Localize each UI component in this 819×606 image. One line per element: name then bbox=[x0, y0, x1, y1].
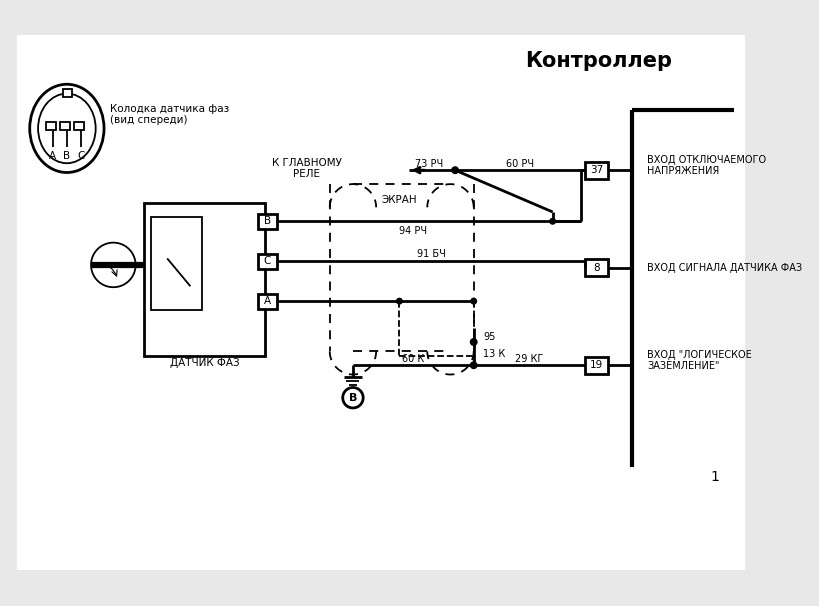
Bar bbox=[258, 214, 277, 228]
Bar bbox=[258, 254, 277, 268]
Ellipse shape bbox=[38, 93, 96, 163]
Text: ДАТЧИК ФАЗ: ДАТЧИК ФАЗ bbox=[170, 358, 239, 368]
Text: ВХОД ОТКЛЮЧАЕМОГО
НАПРЯЖЕНИЯ: ВХОД ОТКЛЮЧАЕМОГО НАПРЯЖЕНИЯ bbox=[646, 155, 766, 176]
Text: 94 РЧ: 94 РЧ bbox=[399, 225, 427, 236]
Text: 91 БЧ: 91 БЧ bbox=[417, 249, 446, 259]
Text: 73 РЧ: 73 РЧ bbox=[414, 159, 443, 168]
Text: 95: 95 bbox=[482, 332, 495, 342]
Bar bbox=[47, 122, 56, 130]
Bar bbox=[63, 89, 71, 97]
Text: 13 К: 13 К bbox=[482, 349, 505, 359]
Ellipse shape bbox=[29, 84, 104, 173]
Text: B: B bbox=[63, 152, 70, 161]
Text: Контроллер: Контроллер bbox=[525, 50, 672, 70]
Text: A: A bbox=[49, 152, 57, 161]
Bar bbox=[585, 259, 608, 276]
Text: К ГЛАВНОМУ
РЕЛЕ: К ГЛАВНОМУ РЕЛЕ bbox=[271, 158, 341, 179]
Bar bbox=[75, 122, 84, 130]
Text: 29 КГ: 29 КГ bbox=[514, 354, 543, 364]
Bar bbox=[585, 357, 608, 373]
Text: 37: 37 bbox=[589, 165, 602, 175]
Text: C: C bbox=[264, 256, 271, 266]
Text: ВХОД "ЛОГИЧЕСКОЕ
ЗАЗЕМЛЕНИЕ": ВХОД "ЛОГИЧЕСКОЕ ЗАЗЕМЛЕНИЕ" bbox=[646, 350, 751, 371]
Text: 60 К: 60 К bbox=[401, 354, 424, 364]
Bar bbox=[258, 294, 277, 308]
Circle shape bbox=[470, 298, 476, 304]
Text: C: C bbox=[77, 152, 84, 161]
Text: ВХОД СИГНАЛА ДАТЧИКА ФАЗ: ВХОД СИГНАЛА ДАТЧИКА ФАЗ bbox=[646, 262, 802, 273]
Text: ЭКРАН: ЭКРАН bbox=[381, 195, 417, 205]
Text: 19: 19 bbox=[589, 360, 602, 370]
Circle shape bbox=[396, 298, 401, 304]
Bar bbox=[152, 216, 202, 310]
Text: B: B bbox=[264, 216, 271, 226]
Text: 60 РЧ: 60 РЧ bbox=[505, 159, 533, 168]
Text: A: A bbox=[264, 296, 271, 306]
Circle shape bbox=[451, 167, 458, 173]
Circle shape bbox=[470, 339, 477, 345]
Bar bbox=[144, 202, 265, 356]
Text: 1: 1 bbox=[710, 470, 719, 484]
Bar bbox=[585, 162, 608, 179]
Text: Колодка датчика фаз
(вид спереди): Колодка датчика фаз (вид спереди) bbox=[110, 104, 229, 125]
Bar bbox=[61, 122, 70, 130]
Circle shape bbox=[550, 219, 554, 224]
Text: 8: 8 bbox=[592, 263, 599, 273]
Circle shape bbox=[470, 362, 477, 368]
Text: В: В bbox=[348, 393, 357, 403]
